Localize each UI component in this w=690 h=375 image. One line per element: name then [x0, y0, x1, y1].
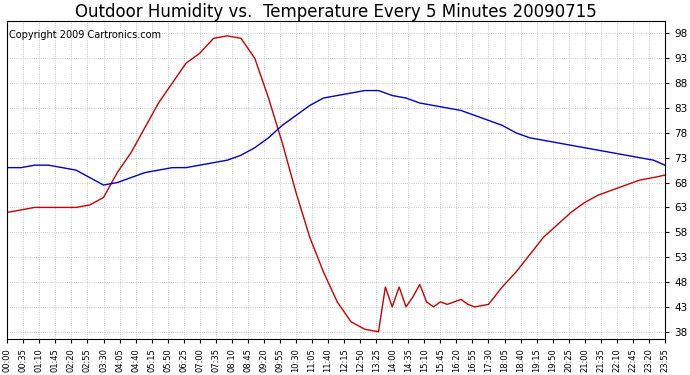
Text: Copyright 2009 Cartronics.com: Copyright 2009 Cartronics.com — [8, 30, 161, 40]
Title: Outdoor Humidity vs.  Temperature Every 5 Minutes 20090715: Outdoor Humidity vs. Temperature Every 5… — [75, 3, 597, 21]
